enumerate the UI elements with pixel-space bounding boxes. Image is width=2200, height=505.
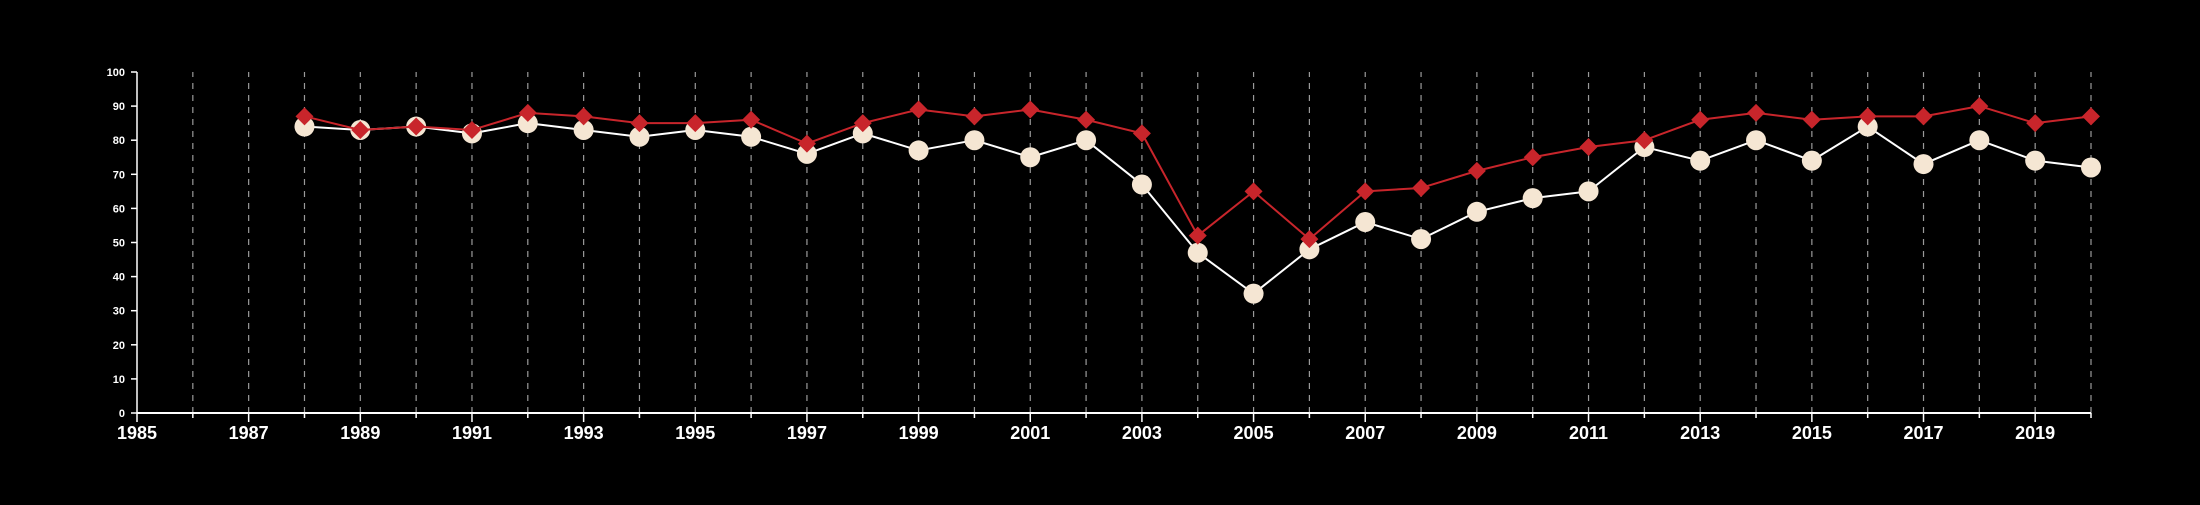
x-tick-label: 1991 <box>452 423 492 443</box>
data-point <box>1690 150 1711 171</box>
data-point <box>964 130 985 151</box>
data-point <box>407 117 426 136</box>
series-group <box>294 97 2101 304</box>
x-tick-label: 1997 <box>787 423 827 443</box>
data-point <box>1578 181 1599 202</box>
data-point <box>574 107 593 126</box>
data-point <box>1131 174 1152 195</box>
y-tick-label: 80 <box>113 135 125 147</box>
data-point <box>1467 161 1486 180</box>
data-point <box>1077 110 1096 129</box>
x-tick-label: 2003 <box>1122 423 1162 443</box>
data-point <box>2025 150 2046 171</box>
y-tick-label: 30 <box>113 306 125 318</box>
data-point <box>1747 103 1766 122</box>
x-tick-label: 1987 <box>229 423 269 443</box>
data-point <box>1300 230 1319 249</box>
data-point <box>965 107 984 126</box>
data-point <box>1411 229 1432 250</box>
data-point <box>1412 178 1431 197</box>
data-point <box>1858 107 1877 126</box>
data-point <box>1132 124 1151 143</box>
data-point <box>462 120 481 139</box>
data-point <box>2026 114 2045 133</box>
x-tick-label: 2015 <box>1792 423 1832 443</box>
y-tick-label: 40 <box>113 272 125 284</box>
data-point <box>630 114 649 133</box>
x-tick-label: 1999 <box>899 423 939 443</box>
data-point <box>1857 116 1878 137</box>
data-point <box>518 103 537 122</box>
data-point <box>797 134 816 153</box>
data-point <box>686 114 705 133</box>
data-point <box>573 119 594 140</box>
y-tick-label: 50 <box>113 238 125 250</box>
data-point <box>517 113 538 134</box>
data-point <box>351 120 370 139</box>
data-point <box>909 100 928 119</box>
data-point <box>294 116 315 137</box>
data-point <box>1913 154 1934 175</box>
data-point <box>853 114 872 133</box>
series-1 <box>294 113 2101 304</box>
data-point <box>1970 97 1989 116</box>
data-point <box>2082 107 2100 126</box>
y-tick-label: 60 <box>113 203 125 215</box>
data-point <box>796 143 817 164</box>
data-point <box>1522 188 1543 209</box>
data-point <box>852 123 873 144</box>
series-2 <box>295 97 2100 249</box>
data-point <box>908 140 929 161</box>
data-point <box>1076 130 1097 151</box>
data-point <box>1579 138 1598 157</box>
x-tick-label: 2001 <box>1010 423 1050 443</box>
data-point <box>1243 283 1264 304</box>
data-point <box>1244 182 1263 201</box>
x-tick-label: 1989 <box>340 423 380 443</box>
data-point <box>1356 182 1375 201</box>
data-point <box>1188 226 1207 245</box>
x-tick-label: 2017 <box>1903 423 1943 443</box>
y-tick-label: 20 <box>113 340 125 352</box>
data-point <box>742 110 761 129</box>
data-point <box>1691 110 1710 129</box>
x-tick-label: 2007 <box>1345 423 1385 443</box>
y-tick-label: 90 <box>113 101 125 113</box>
y-tick-label: 0 <box>119 408 125 420</box>
data-point <box>1635 131 1654 150</box>
y-tick-label: 70 <box>113 169 125 181</box>
x-tick-label: 1995 <box>675 423 715 443</box>
data-point <box>741 126 762 147</box>
x-tick-label: 1985 <box>117 423 157 443</box>
axes: 0 10 20 30 40 50 60 70 80 90 100 1985 1987 1989 1991 19… <box>107 67 2092 443</box>
data-point <box>1914 107 1933 126</box>
data-point <box>2081 157 2101 178</box>
y-tick-label: 100 <box>107 67 125 79</box>
data-point <box>1187 242 1208 263</box>
data-point <box>1523 148 1542 167</box>
x-tick-label: 2009 <box>1457 423 1497 443</box>
x-tick-label: 1993 <box>564 423 604 443</box>
data-point <box>1802 110 1821 129</box>
x-tick-label: 2013 <box>1680 423 1720 443</box>
data-point <box>1466 201 1487 222</box>
data-point <box>1299 239 1320 260</box>
data-point <box>1801 150 1822 171</box>
data-point <box>1355 212 1376 233</box>
x-tick-label: 2011 <box>1569 423 1608 443</box>
data-point <box>1020 147 1041 168</box>
data-point <box>1021 100 1040 119</box>
grid-lines <box>192 72 2092 413</box>
y-tick-label: 10 <box>113 374 125 386</box>
data-point <box>1969 130 1990 151</box>
data-point <box>295 107 314 126</box>
x-tick-label: 2005 <box>1234 423 1274 443</box>
data-point <box>629 126 650 147</box>
data-point <box>1746 130 1767 151</box>
x-tick-label: 2019 <box>2015 423 2055 443</box>
